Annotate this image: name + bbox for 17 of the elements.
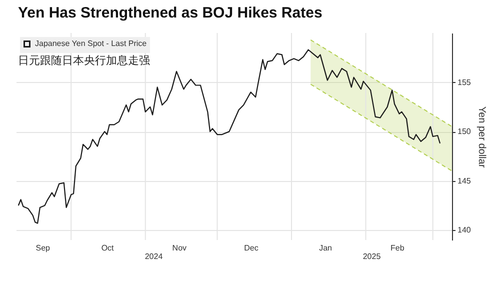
- text: 2025: [362, 252, 382, 261]
- legend-label: Japanese Yen Spot - Last Price: [35, 39, 148, 48]
- y-tick-label: 150: [458, 127, 472, 136]
- x-tick-label: Dec: [244, 244, 258, 252]
- y-tick-label: 140: [458, 226, 472, 235]
- x-tick-label: Feb: [390, 244, 405, 252]
- y-tick-label: 145: [458, 176, 472, 186]
- y-tick-label: 155: [458, 78, 472, 87]
- x-tick-label: Jan: [319, 244, 332, 252]
- x-tick-label: Sep: [36, 244, 51, 252]
- x-tick-label: Oct: [101, 244, 115, 252]
- line-series: [18, 49, 441, 224]
- y-axis-title: Yen per dollar: [476, 106, 487, 168]
- x-tick-label: Nov: [172, 244, 187, 252]
- text: 2024: [144, 252, 164, 261]
- text: 日元跟随日本央行加息走强: [18, 54, 150, 67]
- chart-title: Yen Has Strengthened as BOJ Hikes Rates: [18, 4, 322, 22]
